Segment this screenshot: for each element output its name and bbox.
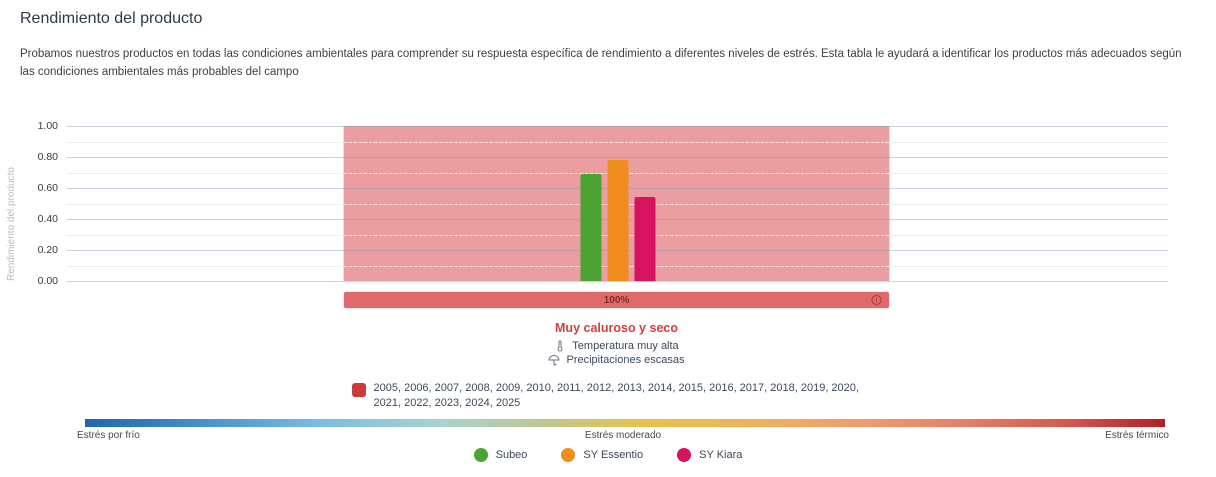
condition-name: Muy caluroso y seco bbox=[555, 321, 678, 335]
years-swatch bbox=[351, 383, 366, 397]
condition-detail-text: Precipitaciones escasas bbox=[566, 354, 685, 366]
years-legend[interactable]: 2005, 2006, 2007, 2008, 2009, 2010, 2011… bbox=[343, 381, 890, 411]
y-tick-label: 0.40 bbox=[37, 213, 58, 225]
condition-details: Temperatura muy alta Precipitaciones esc… bbox=[343, 340, 890, 366]
gridline bbox=[67, 141, 1168, 143]
condition-detail-precipitation: Precipitaciones escasas bbox=[548, 354, 685, 366]
legend-label: Subeo bbox=[495, 449, 528, 461]
y-tick-label: 0.00 bbox=[37, 275, 58, 287]
y-tick-label: 1.00 bbox=[37, 120, 58, 132]
bar-sy-kiara[interactable] bbox=[634, 197, 655, 281]
y-axis-ticks: 0.00 0.20 0.40 0.60 0.80 1.00 bbox=[0, 120, 58, 287]
legend-label: SY Essentio bbox=[583, 449, 644, 461]
page-description: Probamos nuestros productos en todas las… bbox=[20, 48, 1182, 78]
legend-item-subeo[interactable]: Subeo bbox=[473, 448, 528, 462]
plot-area bbox=[67, 126, 1168, 282]
legend-dot bbox=[473, 448, 488, 462]
gridline bbox=[67, 126, 1168, 127]
condition-frequency-bar[interactable]: 100% bbox=[343, 291, 890, 309]
condition-detail-temperature: Temperatura muy alta bbox=[554, 340, 679, 352]
condition-frequency-label: 100% bbox=[603, 294, 630, 306]
rain-icon bbox=[548, 354, 561, 366]
legend-dot bbox=[677, 448, 692, 462]
gridline bbox=[67, 157, 1168, 158]
y-tick-label: 0.80 bbox=[37, 151, 58, 163]
legend-item-sy-kiara[interactable]: SY Kiara bbox=[677, 448, 742, 462]
condition-detail-text: Temperatura muy alta bbox=[572, 340, 679, 352]
product-legend: Subeo SY Essentio SY Kiara bbox=[0, 448, 1216, 462]
info-icon[interactable] bbox=[871, 294, 882, 306]
bar-sy-essentio[interactable] bbox=[607, 160, 628, 281]
legend-label: SY Kiara bbox=[699, 449, 743, 461]
gridline bbox=[67, 281, 1168, 282]
years-list: 2005, 2006, 2007, 2008, 2009, 2010, 2011… bbox=[373, 382, 859, 409]
heat-stress-label: Estrés térmico bbox=[1105, 430, 1169, 441]
stress-scale-labels: Estrés por frío Estrés moderado Estrés t… bbox=[77, 430, 1169, 444]
moderate-stress-label: Estrés moderado bbox=[584, 430, 662, 441]
y-tick-label: 0.20 bbox=[37, 244, 58, 256]
stress-gradient-scale bbox=[85, 419, 1165, 427]
page-title: Rendimiento del producto bbox=[20, 10, 203, 27]
cold-stress-label: Estrés por frío bbox=[77, 430, 140, 441]
bars-group bbox=[580, 126, 655, 281]
thermometer-icon bbox=[557, 340, 563, 352]
legend-item-sy-essentio[interactable]: SY Essentio bbox=[561, 448, 643, 462]
y-tick-label: 0.60 bbox=[37, 182, 58, 194]
legend-dot bbox=[561, 448, 576, 462]
bar-subeo[interactable] bbox=[580, 174, 601, 281]
